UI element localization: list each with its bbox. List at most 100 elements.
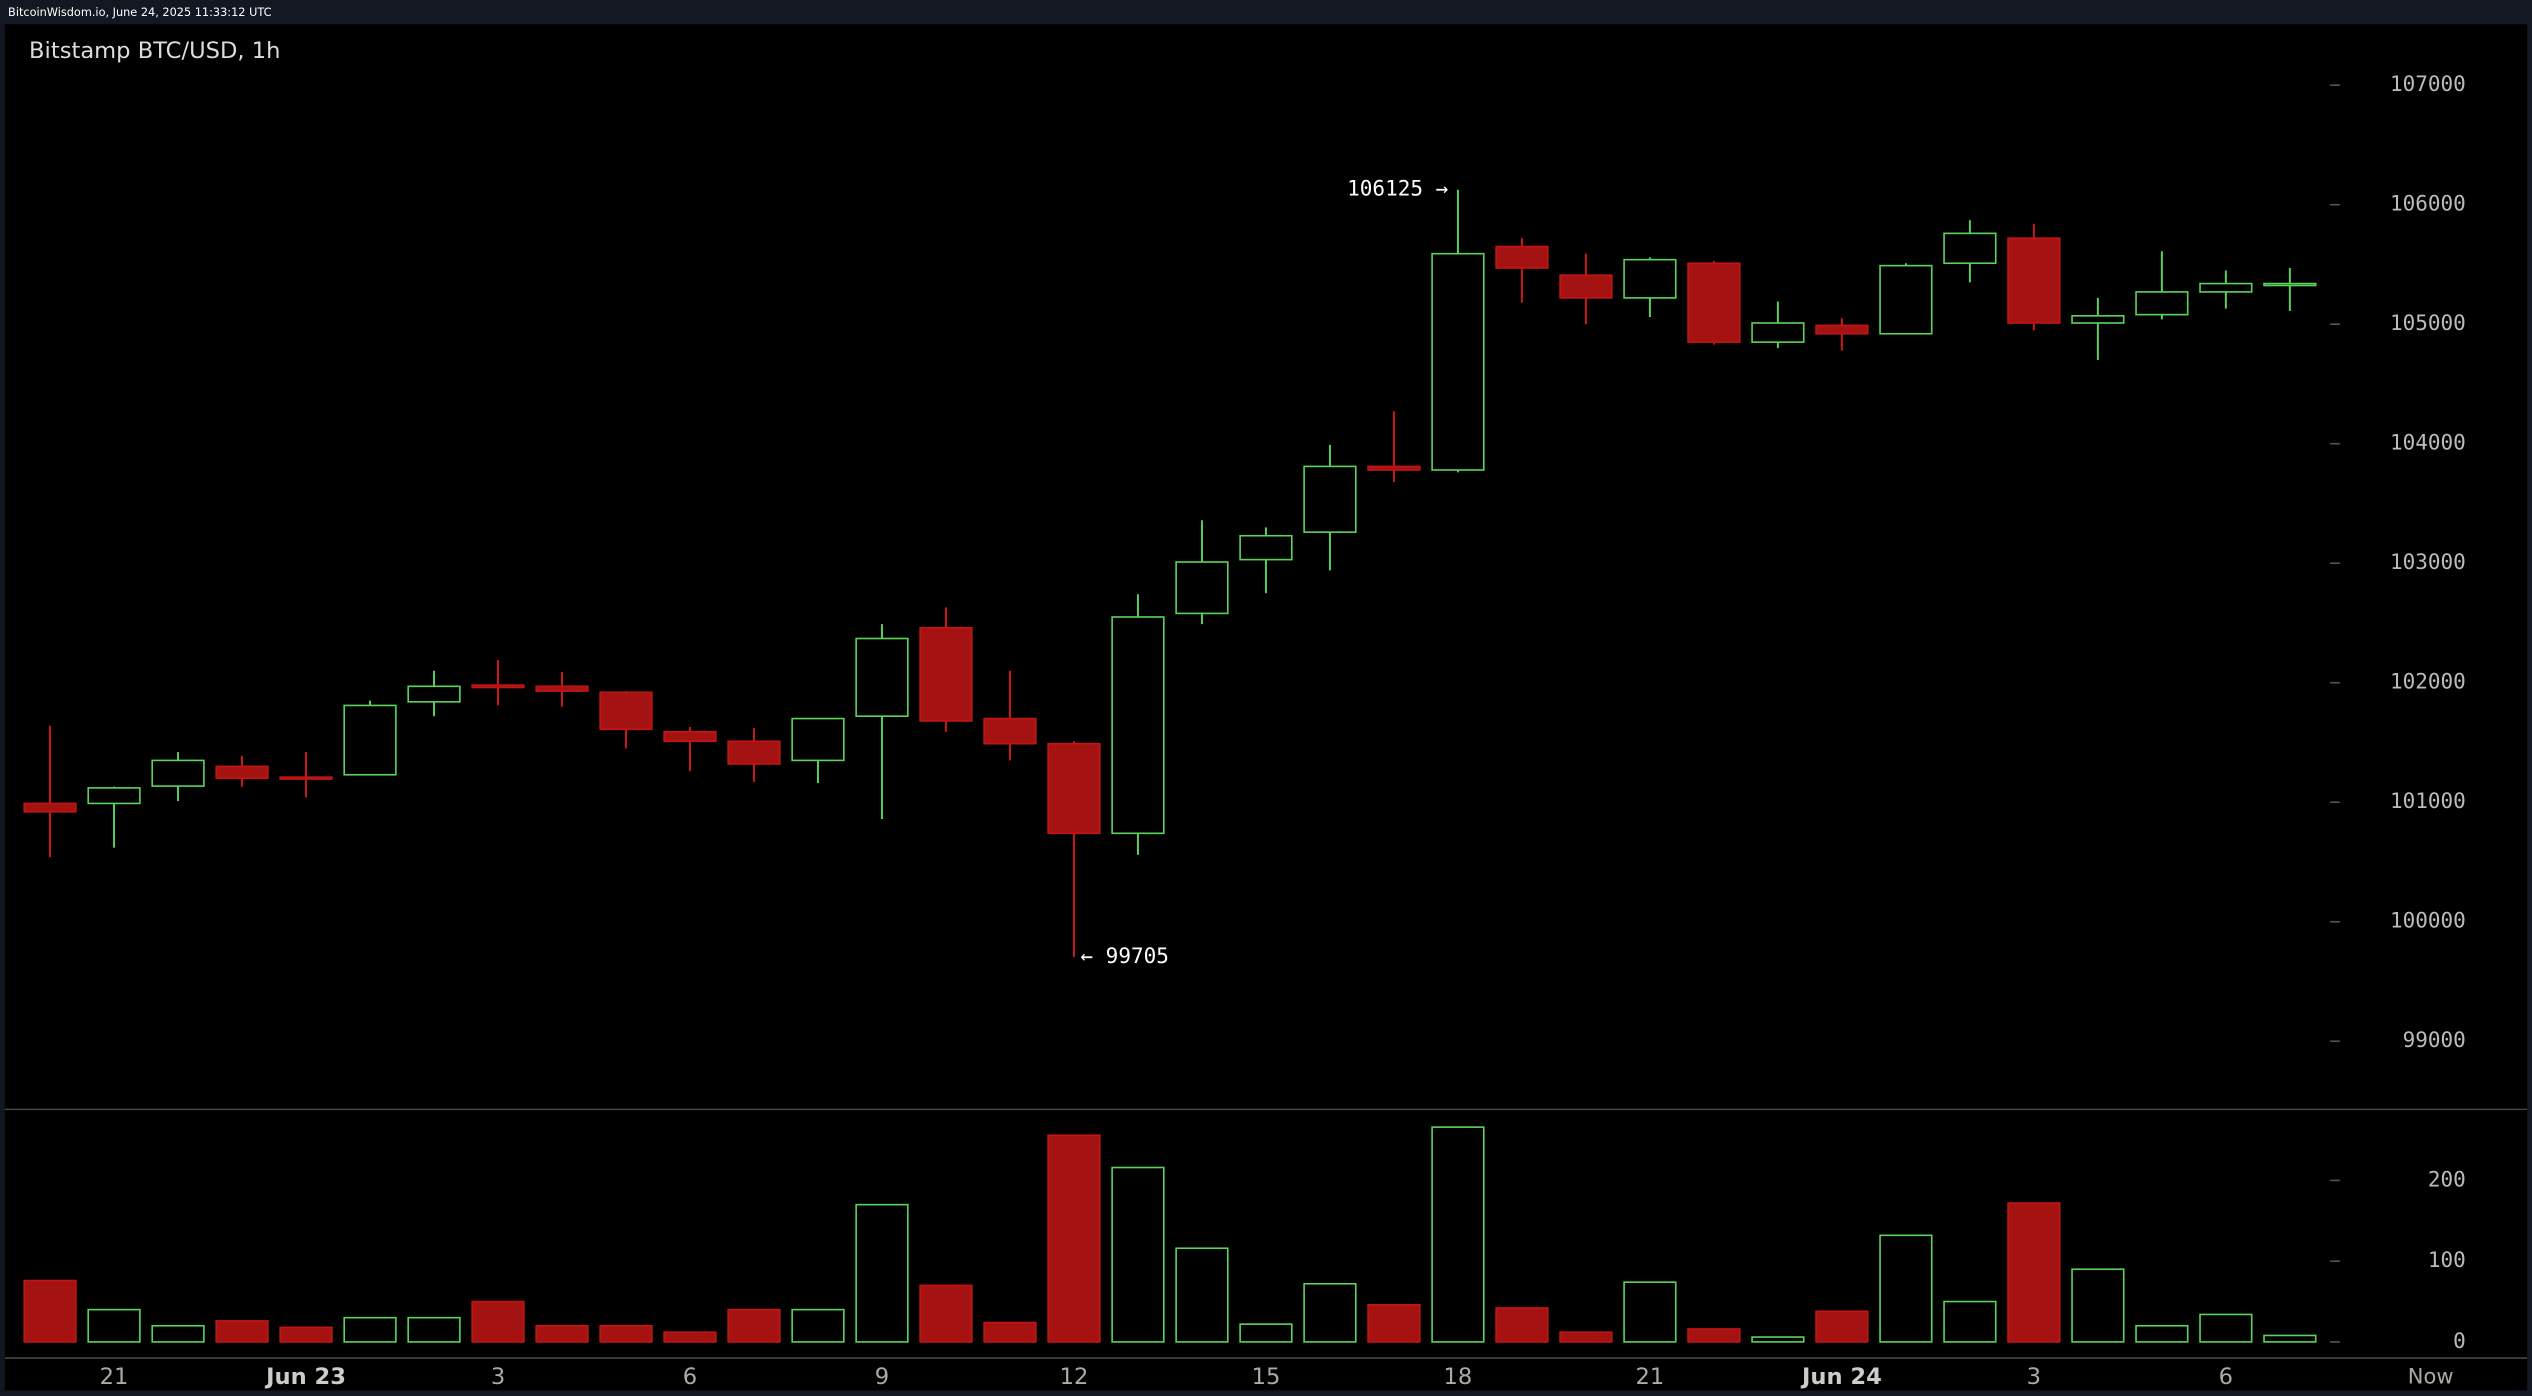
candle-body — [2199, 282, 2253, 293]
volume-bar — [1495, 1307, 1549, 1343]
chart-title: Bitstamp BTC/USD, 1h — [29, 38, 280, 64]
now-label: Now — [2408, 1364, 2454, 1388]
low-annotation: ← 99705 — [1080, 944, 1168, 968]
volume-bar — [663, 1331, 717, 1343]
y-tick-label: 200 — [2428, 1167, 2466, 1191]
volume-bar — [535, 1324, 589, 1343]
candle-body — [599, 691, 653, 731]
x-tick-label: 6 — [2219, 1364, 2233, 1390]
volume-bar — [407, 1316, 461, 1343]
y-tick-label: 100000 — [2390, 909, 2466, 933]
volume-bar — [1303, 1282, 1357, 1343]
volume-bar — [23, 1279, 77, 1343]
volume-bar — [2135, 1324, 2189, 1343]
candle-body — [1367, 465, 1421, 471]
volume-bar — [279, 1326, 333, 1343]
candle-body — [215, 765, 269, 780]
volume-bar — [1431, 1126, 1485, 1343]
x-tick-label: 3 — [491, 1364, 505, 1390]
candle-body — [1687, 262, 1741, 343]
x-tick-label: Jun 23 — [264, 1364, 346, 1390]
y-tick-label: 0 — [2453, 1329, 2466, 1353]
x-tick-label: Jun 24 — [1800, 1364, 1882, 1390]
volume-bar — [855, 1203, 909, 1343]
candle-body — [1815, 324, 1869, 335]
y-tick-label: 104000 — [2390, 431, 2466, 455]
candle-body — [279, 776, 333, 780]
header-text: BitcoinWisdom.io, June 24, 2025 11:33:12… — [8, 6, 272, 19]
candle-body — [2007, 237, 2061, 324]
volume-bar — [1047, 1134, 1101, 1343]
y-tick-label: 101000 — [2390, 789, 2466, 813]
candle-body — [1239, 534, 1293, 561]
y-tick-label: 100 — [2428, 1248, 2466, 1272]
candle-body — [87, 787, 141, 805]
volume-bar — [983, 1321, 1037, 1343]
x-tick-label: 9 — [875, 1364, 889, 1390]
candle-body — [2071, 315, 2125, 324]
volume-bar — [471, 1300, 525, 1343]
volume-bar — [727, 1308, 781, 1343]
volume-bar — [87, 1308, 141, 1343]
candle-body — [1495, 245, 1549, 269]
candle-body — [855, 637, 909, 717]
y-tick-label: 106000 — [2390, 192, 2466, 216]
candle-body — [1751, 322, 1805, 343]
candle-body — [23, 802, 77, 813]
candle-body — [407, 685, 461, 703]
candle-body — [983, 717, 1037, 745]
candle-body — [343, 704, 397, 776]
x-tick-label: 6 — [683, 1364, 697, 1390]
candle-body — [471, 684, 525, 689]
volume-bar — [343, 1316, 397, 1343]
candle-body — [1111, 616, 1165, 835]
volume-bar — [1879, 1234, 1933, 1343]
volume-bar — [1367, 1303, 1421, 1343]
volume-bar — [1239, 1323, 1293, 1343]
volume-bar — [1111, 1166, 1165, 1343]
candle-body — [2263, 282, 2317, 287]
candle-body — [535, 685, 589, 692]
candle-body — [1047, 742, 1101, 835]
volume-bar — [151, 1324, 205, 1343]
y-tick-label: 102000 — [2390, 670, 2466, 694]
y-tick-label: 107000 — [2390, 72, 2466, 96]
volume-bar — [2263, 1334, 2317, 1343]
y-tick-label: 103000 — [2390, 550, 2466, 574]
candle-body — [1943, 232, 1997, 265]
y-tick-label: 99000 — [2403, 1028, 2466, 1052]
volume-bar — [2199, 1313, 2253, 1343]
y-tick-label: 105000 — [2390, 311, 2466, 335]
volume-bar — [1943, 1300, 1997, 1343]
volume-bar — [1175, 1247, 1229, 1343]
candle-body — [1879, 264, 1933, 335]
x-tick-label: 21 — [100, 1364, 129, 1390]
candle-body — [2135, 291, 2189, 316]
x-tick-label: 18 — [1444, 1364, 1473, 1390]
x-tick-label: 12 — [1060, 1364, 1089, 1390]
volume-bar — [2007, 1202, 2061, 1343]
candle-body — [919, 626, 973, 722]
candle-body — [1303, 465, 1357, 533]
candle-body — [791, 717, 845, 762]
candle-body — [727, 740, 781, 765]
high-annotation: 106125 → — [1347, 177, 1448, 201]
chart-panel — [4, 24, 2528, 1391]
x-tick-label: 3 — [2027, 1364, 2041, 1390]
volume-bar — [1687, 1328, 1741, 1343]
volume-bar — [1623, 1281, 1677, 1343]
candle-body — [1559, 274, 1613, 299]
volume-bar — [1559, 1331, 1613, 1343]
volume-bar — [2071, 1268, 2125, 1343]
candle-body — [1175, 561, 1229, 615]
volume-bar — [215, 1320, 269, 1343]
volume-bar — [919, 1284, 973, 1343]
candle-body — [663, 730, 717, 743]
volume-bar — [599, 1324, 653, 1343]
candle-body — [151, 759, 205, 787]
x-tick-label: 15 — [1252, 1364, 1281, 1390]
x-tick-label: 21 — [1636, 1364, 1665, 1390]
volume-bar — [791, 1308, 845, 1343]
candle-body — [1623, 258, 1677, 299]
